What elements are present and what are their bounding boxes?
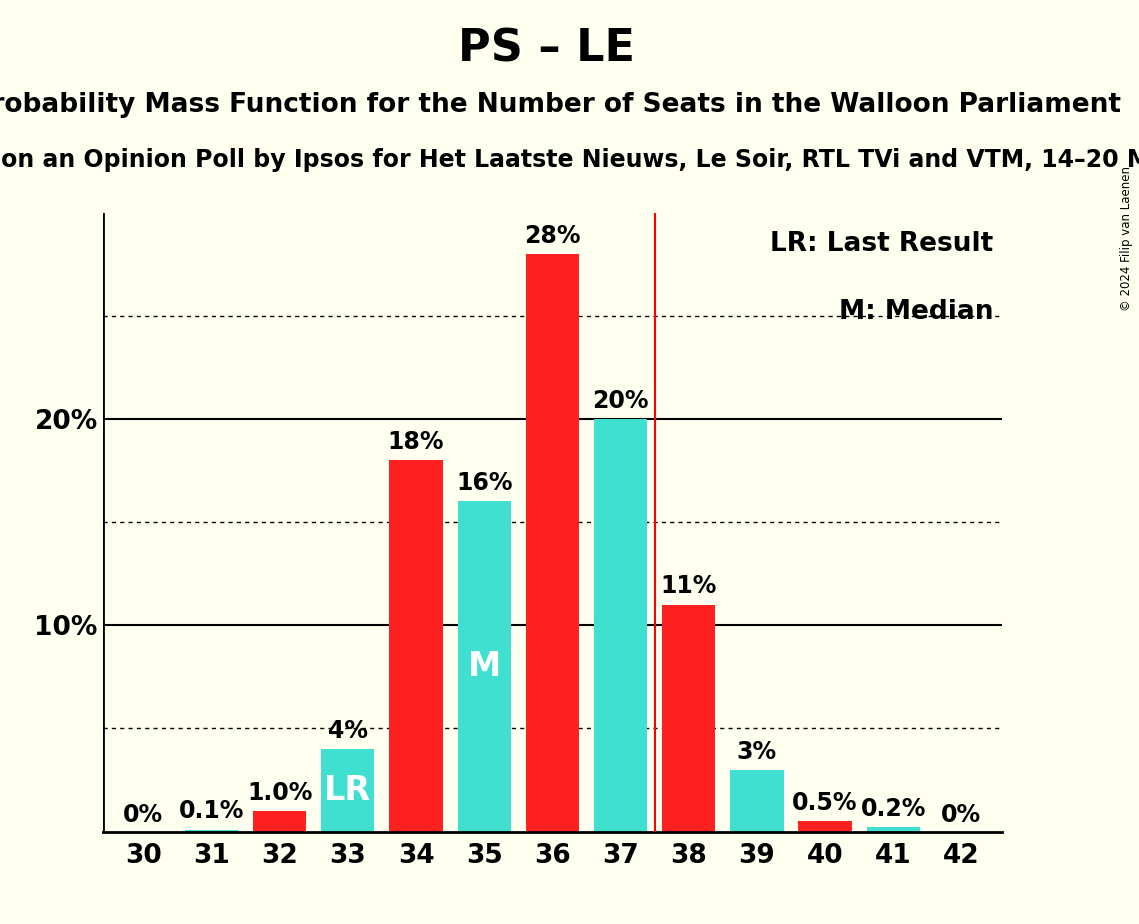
Text: 0.2%: 0.2% xyxy=(861,797,926,821)
Text: Probability Mass Function for the Number of Seats in the Walloon Parliament: Probability Mass Function for the Number… xyxy=(0,92,1121,118)
Text: LR: LR xyxy=(325,773,371,807)
Text: 0%: 0% xyxy=(123,804,164,828)
Text: © 2024 Filip van Laenen: © 2024 Filip van Laenen xyxy=(1121,166,1133,311)
Bar xyxy=(321,749,375,832)
Bar xyxy=(185,830,238,832)
Bar xyxy=(526,254,579,832)
Bar xyxy=(253,811,306,832)
Bar xyxy=(458,502,510,832)
Text: 20%: 20% xyxy=(592,389,649,413)
Text: 18%: 18% xyxy=(388,430,444,454)
Bar xyxy=(390,460,443,832)
Text: Based on an Opinion Poll by Ipsos for Het Laatste Nieuws, Le Soir, RTL TVi and V: Based on an Opinion Poll by Ipsos for He… xyxy=(0,148,1139,172)
Bar xyxy=(730,770,784,832)
Text: 4%: 4% xyxy=(328,719,368,743)
Bar xyxy=(662,604,715,832)
Text: 3%: 3% xyxy=(737,739,777,763)
Bar xyxy=(595,419,647,832)
Text: PS – LE: PS – LE xyxy=(458,28,636,71)
Text: M: Median: M: Median xyxy=(838,299,993,325)
Bar xyxy=(798,821,852,832)
Text: 1.0%: 1.0% xyxy=(247,781,312,805)
Text: M: M xyxy=(468,650,501,683)
Text: 11%: 11% xyxy=(661,575,716,599)
Text: 0%: 0% xyxy=(941,804,982,828)
Text: 0.5%: 0.5% xyxy=(793,791,858,815)
Text: 16%: 16% xyxy=(456,471,513,495)
Text: LR: Last Result: LR: Last Result xyxy=(770,231,993,257)
Text: 28%: 28% xyxy=(524,224,581,248)
Bar xyxy=(867,828,920,832)
Text: 0.1%: 0.1% xyxy=(179,799,244,823)
